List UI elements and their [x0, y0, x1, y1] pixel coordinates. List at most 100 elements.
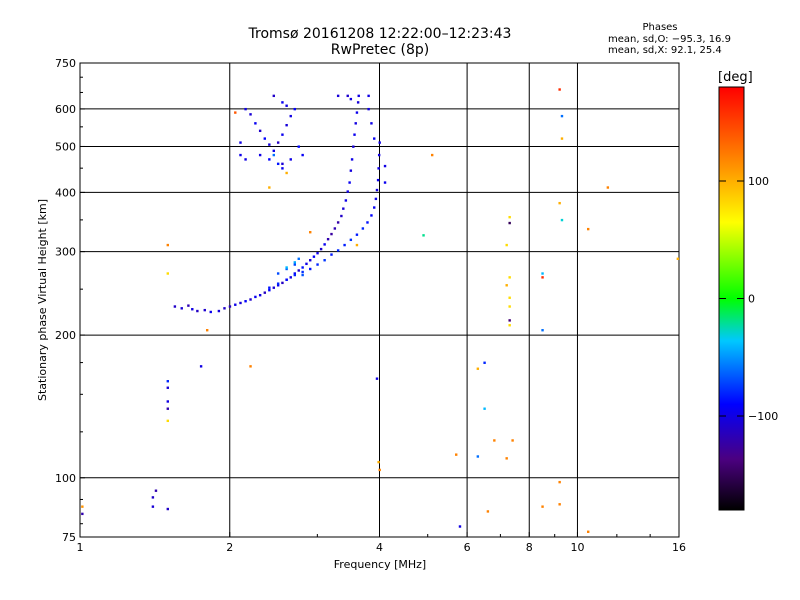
data-point: [285, 123, 288, 127]
data-point: [180, 307, 183, 310]
y-tick-label: 400: [55, 186, 76, 199]
data-point: [234, 111, 237, 114]
data-point: [263, 137, 266, 140]
data-point: [281, 101, 284, 104]
data-point: [508, 276, 511, 279]
data-point: [293, 263, 296, 266]
data-point: [166, 507, 169, 511]
data-point: [81, 512, 84, 516]
data-point: [281, 162, 284, 166]
data-point: [272, 286, 275, 289]
y-tick-label: 200: [55, 329, 76, 342]
data-point: [276, 272, 280, 275]
data-point: [196, 309, 199, 313]
data-point: [276, 284, 280, 287]
data-point: [309, 231, 312, 234]
data-point: [373, 206, 376, 209]
x-axis-label: Frequency [MHz]: [334, 558, 426, 571]
data-point: [336, 221, 340, 224]
data-point: [355, 233, 359, 236]
data-point: [560, 114, 564, 118]
data-point: [309, 259, 312, 262]
data-point: [301, 273, 304, 277]
data-point: [378, 468, 381, 472]
data-point: [422, 234, 425, 237]
data-point: [508, 305, 511, 308]
data-point: [560, 218, 564, 222]
data-point: [166, 380, 169, 383]
data-point: [333, 227, 337, 230]
data-point: [319, 247, 323, 251]
data-point: [293, 272, 296, 275]
data-point: [505, 284, 508, 287]
data-point: [375, 377, 379, 380]
data-point: [355, 111, 359, 114]
data-point: [297, 269, 300, 272]
data-point: [309, 267, 312, 271]
data-point: [375, 188, 379, 192]
data-point: [558, 201, 561, 205]
data-point: [285, 171, 288, 175]
data-point: [505, 457, 508, 460]
data-point: [285, 267, 288, 271]
data-point: [276, 162, 280, 166]
data-point: [289, 158, 292, 161]
data-point: [586, 227, 590, 231]
data-point: [234, 303, 237, 306]
chart-subtitle: RwPretec (8p): [330, 42, 430, 58]
data-point: [376, 178, 380, 182]
data-point: [285, 104, 288, 107]
x-tick-label: 8: [526, 541, 533, 554]
data-point: [346, 94, 349, 98]
data-point: [349, 169, 353, 172]
data-point: [203, 308, 206, 312]
data-point: [228, 305, 232, 308]
data-point: [541, 505, 544, 508]
data-point: [187, 304, 190, 307]
y-tick-label: 600: [55, 103, 76, 116]
data-point: [373, 137, 376, 140]
data-point: [254, 295, 257, 299]
data-point: [293, 273, 296, 277]
data-point: [350, 158, 354, 161]
y-tick-label: 100: [55, 472, 76, 485]
data-point: [323, 259, 326, 262]
phase-x-stats: mean, sd,X: 92.1, 25.4: [608, 45, 722, 56]
data-point: [244, 158, 247, 161]
data-point: [239, 153, 242, 157]
data-point: [483, 407, 486, 410]
data-point: [377, 167, 380, 170]
x-tick-label: 10: [570, 541, 584, 554]
data-point: [173, 305, 177, 308]
data-point: [493, 439, 496, 442]
data-point: [151, 496, 155, 499]
data-point: [367, 94, 370, 98]
data-point: [508, 296, 511, 299]
data-point: [316, 263, 319, 266]
data-point: [344, 199, 348, 202]
data-point: [316, 252, 319, 255]
data-point: [349, 238, 353, 242]
data-point: [377, 460, 380, 464]
data-point: [268, 143, 271, 146]
data-point: [244, 300, 247, 303]
data-point: [272, 94, 275, 98]
data-point: [166, 243, 169, 247]
data-point: [166, 407, 169, 410]
data-point: [244, 107, 247, 111]
y-tick-label: 75: [62, 531, 76, 544]
data-point: [374, 197, 378, 201]
data-point: [508, 324, 511, 327]
data-point: [297, 145, 300, 148]
data-point: [541, 272, 544, 275]
data-point: [343, 243, 346, 247]
data-point: [354, 122, 357, 125]
data-point: [305, 262, 308, 266]
data-point: [154, 489, 158, 492]
data-point: [166, 386, 169, 389]
data-point: [378, 141, 381, 144]
data-point: [249, 113, 252, 116]
colorbar-tick-label: 100: [748, 175, 769, 188]
